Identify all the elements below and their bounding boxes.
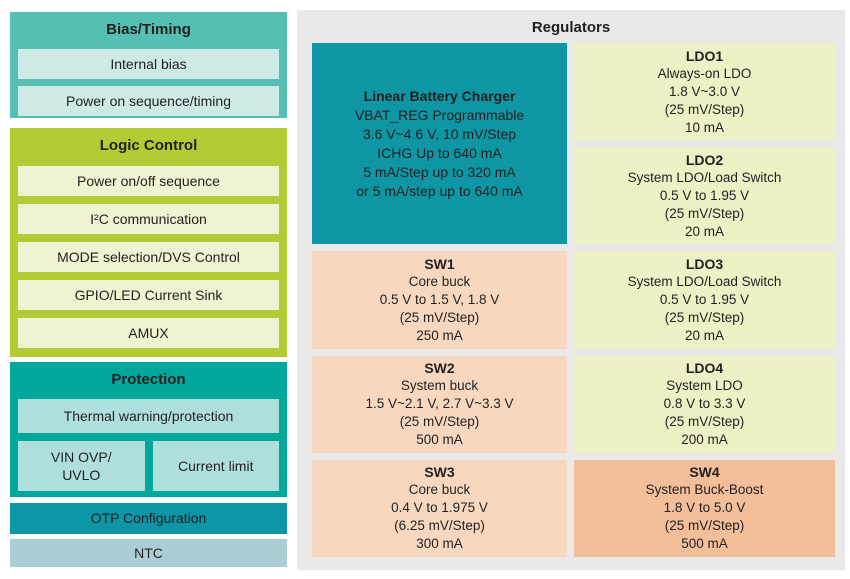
sw1-line: (25 mV/Step) <box>399 309 480 325</box>
sw1-name: SW1 <box>424 255 455 272</box>
ldo4-line: 200 mA <box>681 432 728 448</box>
sw2-line: (25 mV/Step) <box>399 414 480 430</box>
sw1-line: Core buck <box>408 273 471 289</box>
charger-line: ICHG Up to 640 mA <box>377 144 502 161</box>
ldo2-block: LDO2 System LDO/Load Switch 0.5 V to 1.9… <box>574 147 835 245</box>
ldo1-block: LDO1 Always-on LDO 1.8 V~3.0 V (25 mV/St… <box>574 43 835 141</box>
sw1-block: SW1 Core buck 0.5 V to 1.5 V, 1.8 V (25 … <box>312 251 567 349</box>
ldo1-line: (25 mV/Step) <box>664 101 745 117</box>
internal-bias-block: Internal bias <box>18 49 279 79</box>
ldo4-name: LDO4 <box>685 360 724 377</box>
power-on-sequence-timing-block: Power on sequence/timing <box>18 86 279 116</box>
ldo1-line: 1.8 V~3.0 V <box>669 83 740 99</box>
ldo1-line: Always-on LDO <box>657 65 752 81</box>
protection-group: Protection Thermal warning/protection VI… <box>10 362 287 497</box>
sw2-line: 1.5 V~2.1 V, 2.7 V~3.3 V <box>365 396 514 412</box>
sw3-line: Core buck <box>408 482 471 498</box>
ldo4-line: System LDO <box>666 378 743 394</box>
logic-control-group: Logic Control Power on/off sequence I²C … <box>10 128 287 357</box>
sw4-block: SW4 System Buck-Boost 1.8 V to 5.0 V (25… <box>574 459 835 557</box>
mode-selection-dvs-block: MODE selection/DVS Control <box>18 242 279 272</box>
sw2-line: 500 mA <box>416 432 463 448</box>
ldo2-name: LDO2 <box>685 151 724 168</box>
linear-battery-charger-block: Linear Battery Charger VBAT_REG Programm… <box>312 43 567 245</box>
charger-line: or 5 mA/step up to 640 mA <box>356 182 523 199</box>
current-limit-label: Current limit <box>178 458 254 474</box>
ldo1-line: 10 mA <box>684 119 725 135</box>
ldo3-line: (25 mV/Step) <box>664 309 745 325</box>
power-on-off-sequence-block: Power on/off sequence <box>18 166 279 196</box>
sw2-block: SW2 System buck 1.5 V~2.1 V, 2.7 V~3.3 V… <box>312 355 567 453</box>
sw3-line: 0.4 V to 1.975 V <box>391 500 488 516</box>
sw4-line: 1.8 V to 5.0 V <box>663 500 746 516</box>
sw4-name: SW4 <box>689 464 720 481</box>
charger-line: 3.6 V~4.6 V, 10 mV/Step <box>362 125 517 142</box>
ldo2-line: 0.5 V to 1.95 V <box>659 187 750 203</box>
sw2-line: System buck <box>400 378 479 394</box>
ldo3-line: System LDO/Load Switch <box>627 273 782 289</box>
thermal-warning-protection-block: Thermal warning/protection <box>18 399 279 433</box>
bias-timing-group: Bias/Timing Internal bias Power on seque… <box>10 12 287 118</box>
sw3-name: SW3 <box>424 464 455 481</box>
ldo4-line: 0.8 V to 3.3 V <box>663 396 746 412</box>
logic-control-title: Logic Control <box>99 137 198 154</box>
sw3-line: (6.25 mV/Step) <box>394 518 485 534</box>
ldo3-line: 0.5 V to 1.95 V <box>659 291 750 307</box>
charger-name: Linear Battery Charger <box>363 87 516 104</box>
charger-line: 5 mA/Step up to 320 mA <box>363 163 516 180</box>
ldo2-line: System LDO/Load Switch <box>627 169 782 185</box>
ldo2-line: (25 mV/Step) <box>664 205 745 221</box>
sw3-line: 300 mA <box>416 536 463 552</box>
protection-title: Protection <box>111 371 186 388</box>
vin-ovp-line: VIN OVP/ <box>50 449 112 465</box>
ldo4-line: (25 mV/Step) <box>664 414 745 430</box>
sw1-line: 250 mA <box>416 327 463 343</box>
gpio-led-current-sink-block: GPIO/LED Current Sink <box>18 280 279 310</box>
sw4-line: System Buck-Boost <box>645 482 764 498</box>
regulators-title: Regulators <box>531 19 611 36</box>
ldo3-name: LDO3 <box>685 255 724 272</box>
i2c-communication-block: I²C communication <box>18 204 279 234</box>
ldo3-line: 20 mA <box>684 327 725 343</box>
ntc-bar: NTC <box>10 539 287 567</box>
sw4-line: 500 mA <box>681 536 728 552</box>
bias-timing-title: Bias/Timing <box>106 21 191 38</box>
ldo3-block: LDO3 System LDO/Load Switch 0.5 V to 1.9… <box>574 251 835 349</box>
charger-line: VBAT_REG Programmable <box>354 106 525 123</box>
current-limit-block: Current limit <box>152 441 279 491</box>
ldo2-line: 20 mA <box>684 223 725 239</box>
amux-block: AMUX <box>18 318 279 348</box>
sw2-name: SW2 <box>424 360 455 377</box>
ldo1-name: LDO1 <box>685 47 724 64</box>
otp-configuration-bar: OTP Configuration <box>10 503 287 534</box>
protection-split-row: VIN OVP/ UVLO Current limit <box>18 441 279 491</box>
regulators-grid: Linear Battery Charger VBAT_REG Programm… <box>312 43 835 557</box>
sw3-block: SW3 Core buck 0.4 V to 1.975 V (6.25 mV/… <box>312 459 567 557</box>
uvlo-line: UVLO <box>62 467 101 483</box>
regulators-panel: Regulators Linear Battery Charger VBAT_R… <box>297 10 845 570</box>
sw4-line: (25 mV/Step) <box>664 518 745 534</box>
sw1-line: 0.5 V to 1.5 V, 1.8 V <box>379 291 500 307</box>
vin-ovp-uvlo-block: VIN OVP/ UVLO <box>18 441 145 491</box>
ldo4-block: LDO4 System LDO 0.8 V to 3.3 V (25 mV/St… <box>574 355 835 453</box>
